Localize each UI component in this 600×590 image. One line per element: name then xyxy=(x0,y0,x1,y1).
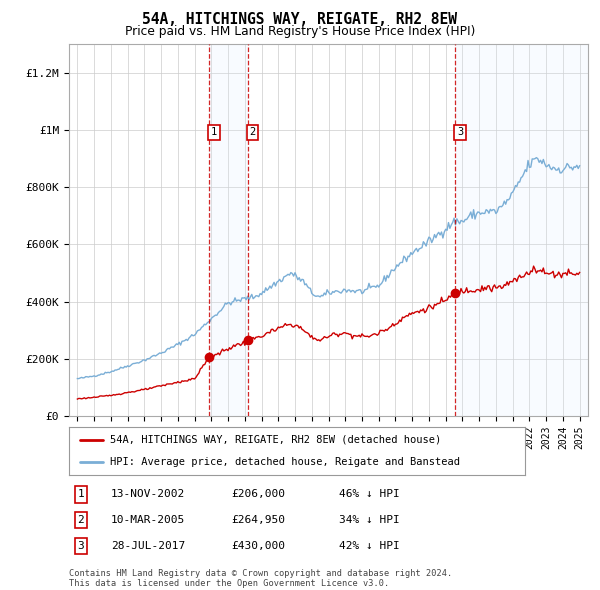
Text: £264,950: £264,950 xyxy=(231,516,285,525)
Text: 42% ↓ HPI: 42% ↓ HPI xyxy=(339,542,400,551)
Text: 1: 1 xyxy=(211,127,217,137)
Text: 13-NOV-2002: 13-NOV-2002 xyxy=(111,490,185,499)
Text: Contains HM Land Registry data © Crown copyright and database right 2024.
This d: Contains HM Land Registry data © Crown c… xyxy=(69,569,452,588)
Text: 2: 2 xyxy=(77,516,85,525)
Text: 28-JUL-2017: 28-JUL-2017 xyxy=(111,542,185,551)
Text: 10-MAR-2005: 10-MAR-2005 xyxy=(111,516,185,525)
Text: 34% ↓ HPI: 34% ↓ HPI xyxy=(339,516,400,525)
Text: 3: 3 xyxy=(457,127,463,137)
Text: £430,000: £430,000 xyxy=(231,542,285,551)
Bar xyxy=(455,44,588,416)
Text: 2: 2 xyxy=(250,127,256,137)
Text: 3: 3 xyxy=(77,542,85,551)
Text: 54A, HITCHINGS WAY, REIGATE, RH2 8EW (detached house): 54A, HITCHINGS WAY, REIGATE, RH2 8EW (de… xyxy=(110,435,441,445)
Text: 54A, HITCHINGS WAY, REIGATE, RH2 8EW: 54A, HITCHINGS WAY, REIGATE, RH2 8EW xyxy=(143,12,458,27)
Text: Price paid vs. HM Land Registry's House Price Index (HPI): Price paid vs. HM Land Registry's House … xyxy=(125,25,475,38)
Bar xyxy=(209,44,248,416)
Text: HPI: Average price, detached house, Reigate and Banstead: HPI: Average price, detached house, Reig… xyxy=(110,457,460,467)
Text: £206,000: £206,000 xyxy=(231,490,285,499)
Text: 1: 1 xyxy=(77,490,85,499)
Text: 46% ↓ HPI: 46% ↓ HPI xyxy=(339,490,400,499)
